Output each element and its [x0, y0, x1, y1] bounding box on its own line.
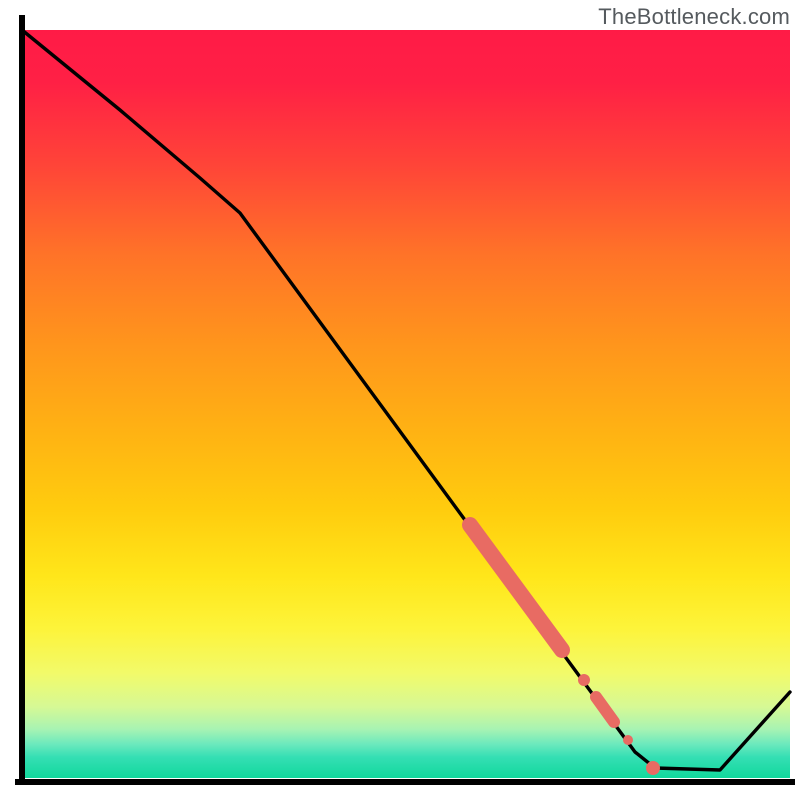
- bottleneck-chart: TheBottleneck.com: [0, 0, 800, 800]
- chart-overlay: [0, 0, 800, 800]
- axes: [18, 18, 792, 782]
- main-curve: [22, 30, 790, 770]
- highlight-markers: [470, 525, 660, 775]
- watermark-text: TheBottleneck.com: [598, 4, 790, 30]
